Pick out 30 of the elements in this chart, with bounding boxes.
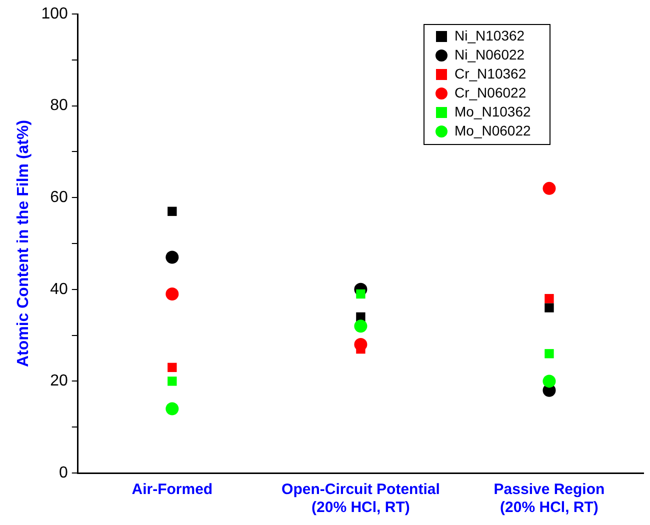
point [166,250,179,264]
point [354,320,368,333]
point [354,338,368,351]
legend-label: Mo_N06022 [454,122,531,138]
point [168,362,177,372]
y-tick-label: 40 [50,280,68,298]
y-tick-label: 20 [50,372,68,390]
point [356,289,366,299]
legend-label: Ni_N10362 [454,27,525,44]
x-tick-label: Passive Region (20% HCl, RT) [494,481,605,516]
legend-label: Cr_N06022 [454,84,526,100]
y-tick-label: 60 [50,189,68,206]
legend-label: Cr_N10362 [454,65,526,82]
point [168,206,177,216]
legend-label: Mo_N10362 [454,103,531,120]
point [544,303,554,312]
point [542,374,556,388]
y-tick-label: 80 [50,97,68,114]
x-tick-label: Air-Formed [132,481,213,498]
point [166,402,179,416]
point [542,182,556,195]
point [168,376,177,386]
point [166,287,179,300]
point [544,349,554,358]
legend-label: Ni_N06022 [454,46,525,62]
y-axis-title: Atomic Content in the Film (at%) [15,120,32,368]
point [544,294,554,304]
x-tick-label: Open-Circuit Potential (20% HCl, RT) [282,481,440,516]
y-tick-label: 100 [41,5,68,22]
y-tick-label: 0 [58,464,68,482]
